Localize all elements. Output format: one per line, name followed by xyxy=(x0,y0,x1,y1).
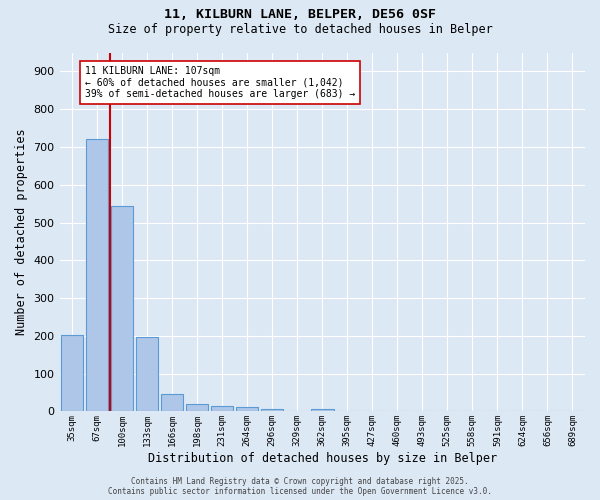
Bar xyxy=(186,404,208,411)
Bar xyxy=(61,334,83,411)
Text: Size of property relative to detached houses in Belper: Size of property relative to detached ho… xyxy=(107,22,493,36)
Text: 11 KILBURN LANE: 107sqm
← 60% of detached houses are smaller (1,042)
39% of semi: 11 KILBURN LANE: 107sqm ← 60% of detache… xyxy=(85,66,355,100)
Bar xyxy=(211,406,233,411)
Bar xyxy=(236,407,259,412)
Bar xyxy=(111,206,133,412)
Text: Contains HM Land Registry data © Crown copyright and database right 2025.
Contai: Contains HM Land Registry data © Crown c… xyxy=(108,476,492,496)
Bar xyxy=(161,394,184,411)
Y-axis label: Number of detached properties: Number of detached properties xyxy=(15,128,28,336)
Bar xyxy=(261,409,283,412)
Bar xyxy=(86,140,109,411)
Bar xyxy=(311,409,334,412)
Bar xyxy=(136,337,158,411)
Text: 11, KILBURN LANE, BELPER, DE56 0SF: 11, KILBURN LANE, BELPER, DE56 0SF xyxy=(164,8,436,20)
X-axis label: Distribution of detached houses by size in Belper: Distribution of detached houses by size … xyxy=(148,452,497,465)
